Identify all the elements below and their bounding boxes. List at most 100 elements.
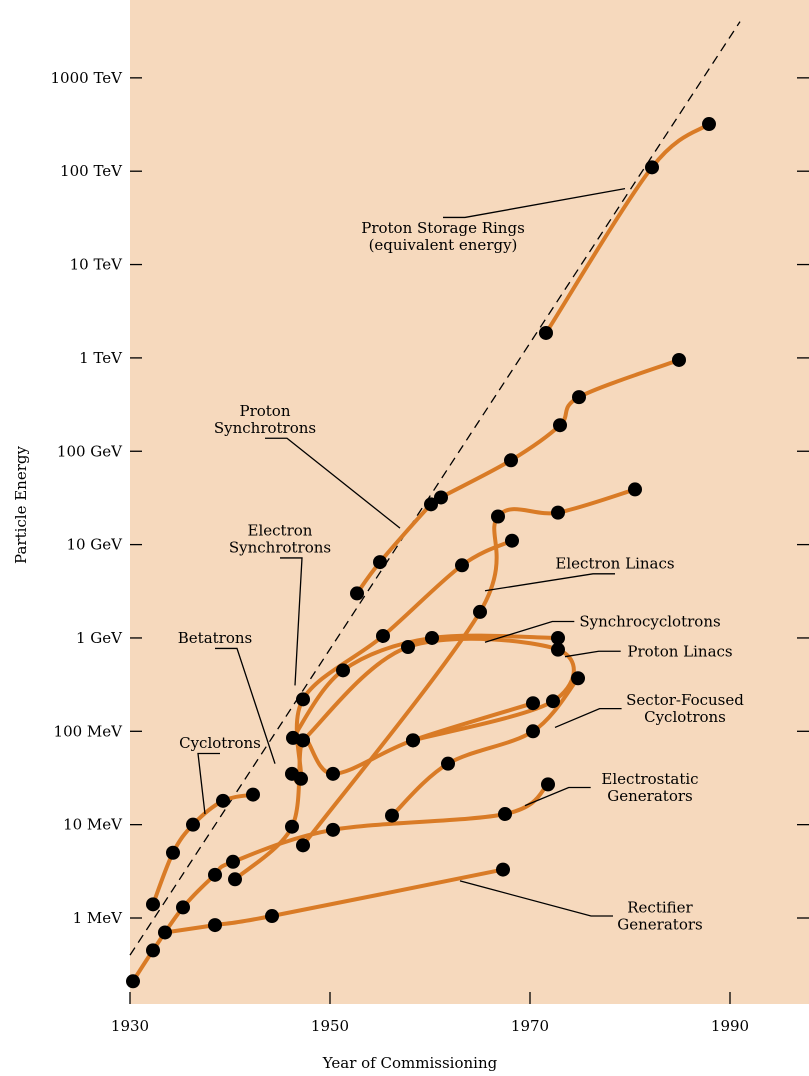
x-axis-title: Year of Commissioning xyxy=(322,1054,498,1072)
data-point xyxy=(186,817,200,832)
data-point xyxy=(473,604,487,619)
series-label: Proton xyxy=(239,402,290,420)
data-point xyxy=(498,807,512,822)
data-point xyxy=(158,925,172,940)
label-leader xyxy=(554,707,622,729)
series-label: Proton Storage Rings xyxy=(361,219,525,237)
data-point xyxy=(376,628,390,643)
data-point xyxy=(126,974,140,989)
data-point xyxy=(424,497,438,512)
data-point xyxy=(146,897,160,912)
y-tick-label: 1 MeV xyxy=(73,909,124,927)
data-point xyxy=(571,671,585,686)
data-point xyxy=(166,845,180,860)
x-tick-label: 1950 xyxy=(311,1017,349,1035)
x-tick-label: 1990 xyxy=(711,1017,749,1035)
data-point xyxy=(208,918,222,933)
data-point xyxy=(208,867,222,882)
series-label: Electron xyxy=(248,521,313,539)
data-point xyxy=(336,663,350,678)
data-point xyxy=(672,352,686,367)
data-point xyxy=(551,642,565,657)
data-point xyxy=(628,482,642,497)
label-leader xyxy=(265,437,401,529)
data-point xyxy=(441,756,455,771)
data-point xyxy=(504,453,518,468)
label-leader xyxy=(197,752,220,815)
series-label: Synchrocyclotrons xyxy=(579,613,720,631)
y-tick-label: 10 MeV xyxy=(63,816,123,834)
series-label: Synchrotrons xyxy=(214,419,316,437)
series-label: Electron Linacs xyxy=(555,554,674,572)
label-leader xyxy=(459,880,613,917)
label-leader xyxy=(524,786,591,807)
data-point xyxy=(572,390,586,405)
plot-background xyxy=(130,0,809,1004)
series-curve xyxy=(390,676,580,818)
data-point xyxy=(176,900,190,915)
series-label: Rectifier xyxy=(627,899,693,917)
data-point xyxy=(553,418,567,433)
label-leader xyxy=(564,650,621,658)
x-tick-label: 1930 xyxy=(111,1017,149,1035)
data-point xyxy=(539,325,553,340)
y-tick-label: 100 TeV xyxy=(60,162,123,180)
data-point xyxy=(505,533,519,548)
data-point xyxy=(146,943,160,958)
series-label: Cyclotrons xyxy=(644,708,726,726)
data-point xyxy=(296,733,310,748)
y-tick-label: 1000 TeV xyxy=(51,69,124,87)
series-label: Betatrons xyxy=(178,629,252,647)
data-point xyxy=(526,696,540,711)
data-point xyxy=(246,787,260,802)
data-point xyxy=(526,724,540,739)
series-label: Sector-Focused xyxy=(626,691,744,709)
y-tick-label: 10 GeV xyxy=(66,536,123,554)
series-curve xyxy=(163,867,505,935)
y-tick-label: 1 GeV xyxy=(76,629,123,647)
data-point xyxy=(373,555,387,570)
data-point xyxy=(425,630,439,645)
series-curve xyxy=(291,633,560,740)
data-point xyxy=(326,766,340,781)
label-leader xyxy=(484,620,575,643)
data-point xyxy=(496,862,510,877)
label-leader xyxy=(280,557,303,686)
y-tick-label: 100 MeV xyxy=(54,722,124,740)
series-label: Synchrotrons xyxy=(229,538,331,556)
label-leader xyxy=(443,188,626,219)
data-point xyxy=(216,793,230,808)
data-point xyxy=(551,505,565,520)
x-tick-label: 1970 xyxy=(511,1017,549,1035)
y-tick-label: 10 TeV xyxy=(70,256,124,274)
data-point xyxy=(491,509,505,524)
data-point xyxy=(551,630,565,645)
series-curve xyxy=(544,122,711,335)
data-point xyxy=(546,694,560,709)
series-label: Electrostatic xyxy=(601,770,698,788)
data-point xyxy=(406,733,420,748)
data-point xyxy=(226,854,240,869)
data-point xyxy=(285,819,299,834)
data-point xyxy=(455,558,469,573)
data-point xyxy=(296,838,310,853)
data-point xyxy=(228,872,242,887)
data-point xyxy=(702,117,716,132)
data-point xyxy=(265,909,279,924)
series-label: Cyclotrons xyxy=(179,734,261,752)
data-point xyxy=(645,160,659,175)
data-point xyxy=(541,777,555,792)
data-point xyxy=(294,771,308,786)
label-leader xyxy=(215,647,276,764)
label-leader xyxy=(484,573,615,592)
series-label: (equivalent energy) xyxy=(369,236,518,254)
data-point xyxy=(296,692,310,707)
series-label: Generators xyxy=(607,787,692,805)
series-label: Generators xyxy=(617,916,702,934)
data-point xyxy=(385,808,399,823)
data-point xyxy=(326,822,340,837)
y-tick-label: 100 GeV xyxy=(57,442,123,460)
data-point xyxy=(401,639,415,654)
